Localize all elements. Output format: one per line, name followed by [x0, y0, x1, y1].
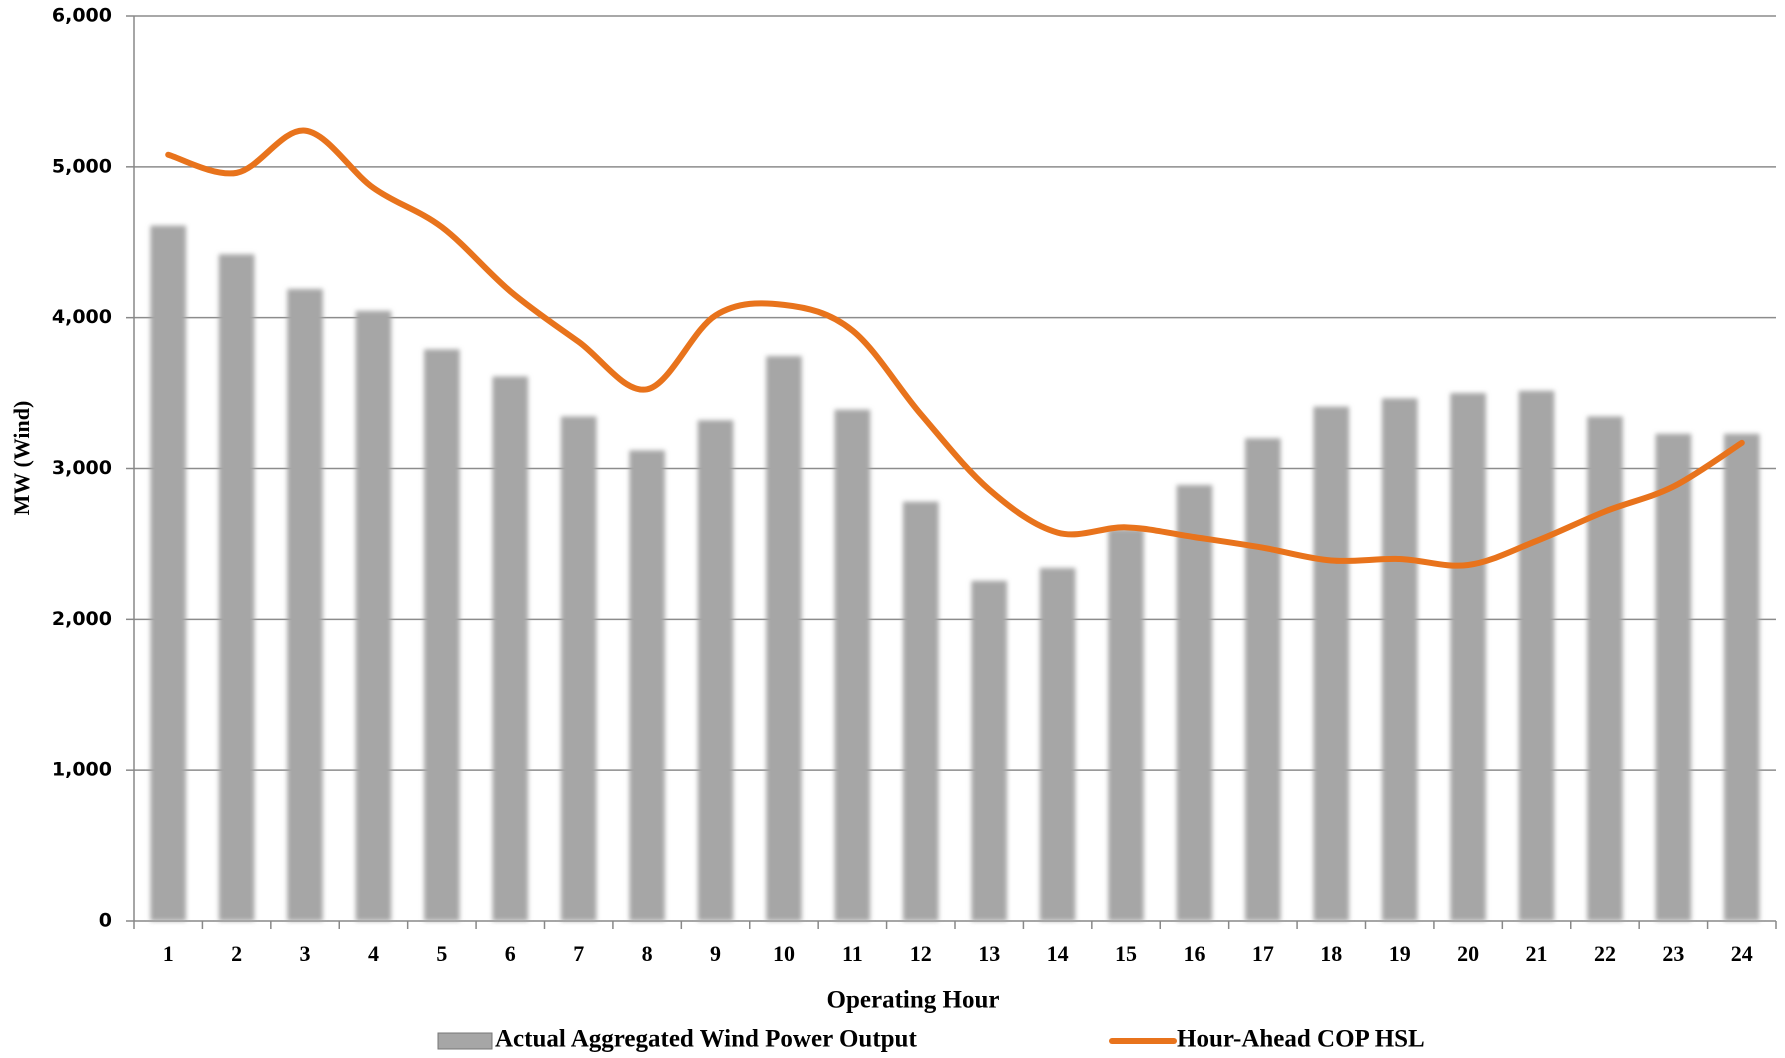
x-tick-label: 14: [1047, 941, 1069, 966]
x-tick-label: 10: [773, 941, 795, 966]
x-tick-label: 23: [1662, 941, 1684, 966]
legend-label: Actual Aggregated Wind Power Output: [495, 1026, 917, 1053]
legend-label: Hour-Ahead COP HSL: [1177, 1026, 1425, 1053]
x-tick-label: 3: [300, 941, 311, 966]
x-tick-label: 9: [710, 941, 721, 966]
y-tick-label: 4,000: [52, 306, 112, 328]
x-tick-label: 1: [163, 941, 174, 966]
y-tick-label: 5,000: [52, 155, 112, 177]
x-tick-label: 16: [1183, 941, 1205, 966]
x-tick-label: 8: [642, 941, 653, 966]
bar: [560, 416, 597, 921]
bar: [287, 289, 323, 922]
x-tick-label: 7: [573, 941, 584, 966]
x-tick-label: 24: [1731, 941, 1753, 966]
x-tick-label: 13: [978, 941, 1000, 966]
bar: [1108, 528, 1144, 921]
bar: [1176, 485, 1213, 921]
x-tick-label: 2: [231, 941, 242, 966]
line: [165, 127, 1745, 569]
y-axis-title: MW (Wind): [9, 401, 34, 516]
x-tick-label: 4: [368, 941, 379, 966]
bar: [697, 420, 734, 921]
x-tick-label: 6: [505, 941, 516, 966]
x-tick-label: 11: [842, 941, 863, 966]
bar: [1381, 398, 1418, 921]
bar: [1587, 416, 1623, 921]
bar: [1313, 406, 1350, 921]
x-tick-label: 5: [436, 941, 447, 966]
y-tick-label: 6,000: [52, 5, 112, 27]
y-tick-label: 0: [99, 910, 112, 932]
y-tick-label: 1,000: [52, 759, 112, 781]
bar: [903, 501, 939, 921]
bar: [218, 254, 255, 922]
x-tick-label: 21: [1526, 941, 1548, 966]
bar: [1518, 390, 1555, 922]
bar: [834, 409, 871, 921]
bar: [355, 310, 392, 922]
x-tick-label: 17: [1252, 941, 1274, 966]
x-tick-label: 20: [1457, 941, 1479, 966]
x-tick-label: 15: [1115, 941, 1137, 966]
x-axis-title: Operating Hour: [827, 987, 1000, 1014]
bar: [1039, 568, 1076, 921]
x-tick-label: 18: [1320, 941, 1342, 966]
bar: [1655, 433, 1692, 921]
x-tick-label: 12: [910, 941, 932, 966]
x-tick-label: 19: [1389, 941, 1411, 966]
y-tick-label: 3,000: [52, 457, 112, 479]
bar: [971, 580, 1007, 921]
x-tick-label: 22: [1594, 941, 1616, 966]
bar: [424, 349, 460, 921]
bar: [1724, 433, 1760, 921]
bar: [1450, 393, 1486, 921]
bar: [766, 356, 802, 922]
legend-swatch: [437, 1032, 493, 1050]
bar: [492, 376, 529, 921]
bar: [150, 225, 186, 922]
bar: [1245, 438, 1281, 921]
bar: [629, 450, 665, 921]
y-tick-label: 2,000: [52, 608, 112, 630]
